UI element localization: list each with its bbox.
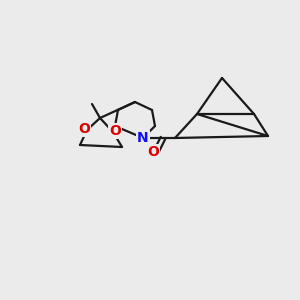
Text: O: O xyxy=(109,124,121,138)
Text: O: O xyxy=(147,145,159,159)
Text: O: O xyxy=(78,122,90,136)
Text: N: N xyxy=(137,131,149,145)
